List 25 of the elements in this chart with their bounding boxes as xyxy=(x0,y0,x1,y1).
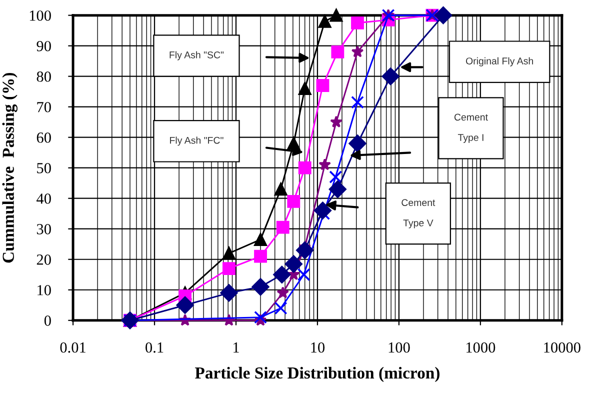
y-tick-label: 0 xyxy=(44,316,51,326)
y-tick-label: 60 xyxy=(36,132,51,143)
x-tick-label: 0.1 xyxy=(146,342,164,353)
x-tick-label: 1 xyxy=(234,342,239,353)
text: Cement Type V xyxy=(402,199,436,228)
x-tick-label: 0.01 xyxy=(60,342,86,353)
y-tick-label: 30 xyxy=(36,224,51,234)
x-tick-label: 100 xyxy=(388,342,410,353)
text: Cement Type I xyxy=(454,114,488,143)
y-tick-label: 10 xyxy=(38,285,51,296)
x-axis-title: Particle Size Distribution (micron) xyxy=(195,366,440,382)
x-tick-label: 1000 xyxy=(466,342,496,353)
y-tick-label: 20 xyxy=(36,254,51,265)
y-tick-label: 50 xyxy=(37,162,51,174)
annotation: Fly Ash "FC" xyxy=(170,136,224,146)
annotation: Original Fly Ash xyxy=(466,57,533,66)
x-tick-label: 10 xyxy=(311,342,325,353)
y-tick-label: 80 xyxy=(36,71,51,82)
x-tick-label: 10000 xyxy=(544,342,580,353)
y-tick-label: 90 xyxy=(36,40,51,52)
y-tick-label: 100 xyxy=(30,10,51,21)
y-tick-label: 70 xyxy=(37,102,51,112)
y-tick-label: 40 xyxy=(36,194,51,204)
annotation: Fly Ash "SC" xyxy=(170,51,224,60)
y-axis-title: Cummulative Passing (%) xyxy=(2,72,18,263)
